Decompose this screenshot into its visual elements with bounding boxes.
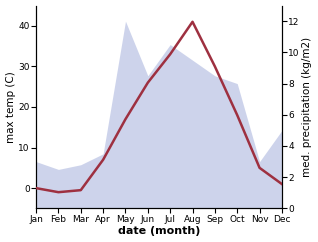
Y-axis label: med. precipitation (kg/m2): med. precipitation (kg/m2) (302, 37, 313, 177)
X-axis label: date (month): date (month) (118, 227, 200, 236)
Y-axis label: max temp (C): max temp (C) (5, 71, 16, 143)
